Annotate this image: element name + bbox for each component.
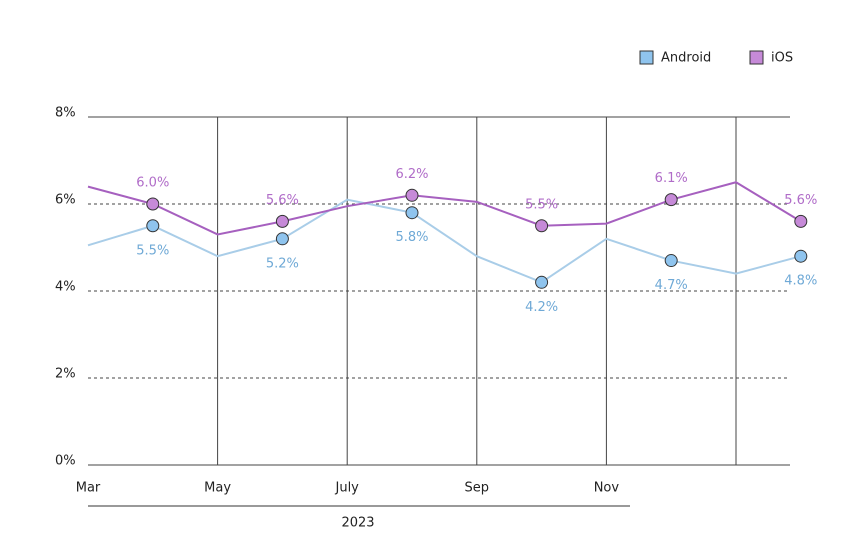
point-marker [535,219,549,233]
y-tick-label: 2% [55,367,76,382]
data-label: 4.7% [655,278,688,293]
point-marker [275,214,289,228]
series-line [87,198,802,284]
point-marker [275,232,289,246]
series-line [87,181,802,236]
y-tick-label: 6% [55,193,76,208]
data-label: 5.5% [525,197,558,212]
x-tick-label: July [335,481,360,496]
point-marker [794,249,808,263]
point-marker [405,188,419,202]
legend-swatch [749,50,764,65]
legend-label: iOS [771,51,793,66]
point-marker [146,197,160,211]
legend-label: Android [661,51,711,66]
point-marker [405,206,419,220]
data-label: 6.2% [395,167,428,182]
point-marker [664,193,678,207]
x-tick-label: Nov [594,481,620,496]
data-label: 5.5% [136,243,169,258]
data-label: 4.8% [784,274,817,289]
point-marker [535,275,549,289]
y-tick-label: 4% [55,280,76,295]
y-tick-label: 8% [55,106,76,121]
data-label: 5.6% [784,193,817,208]
x-axis-label: 2023 [341,516,374,531]
y-tick-label: 0% [55,454,76,469]
point-marker [794,214,808,228]
x-tick-label: Sep [465,481,490,496]
data-label: 5.8% [395,230,428,245]
data-label: 5.6% [266,193,299,208]
point-marker [146,219,160,233]
x-tick-label: Mar [76,481,101,496]
data-label: 5.2% [266,256,299,271]
data-label: 4.2% [525,300,558,315]
data-label: 6.1% [655,171,688,186]
point-marker [664,254,678,268]
data-label: 6.0% [136,176,169,191]
x-tick-label: May [204,481,231,496]
legend-swatch [639,50,654,65]
